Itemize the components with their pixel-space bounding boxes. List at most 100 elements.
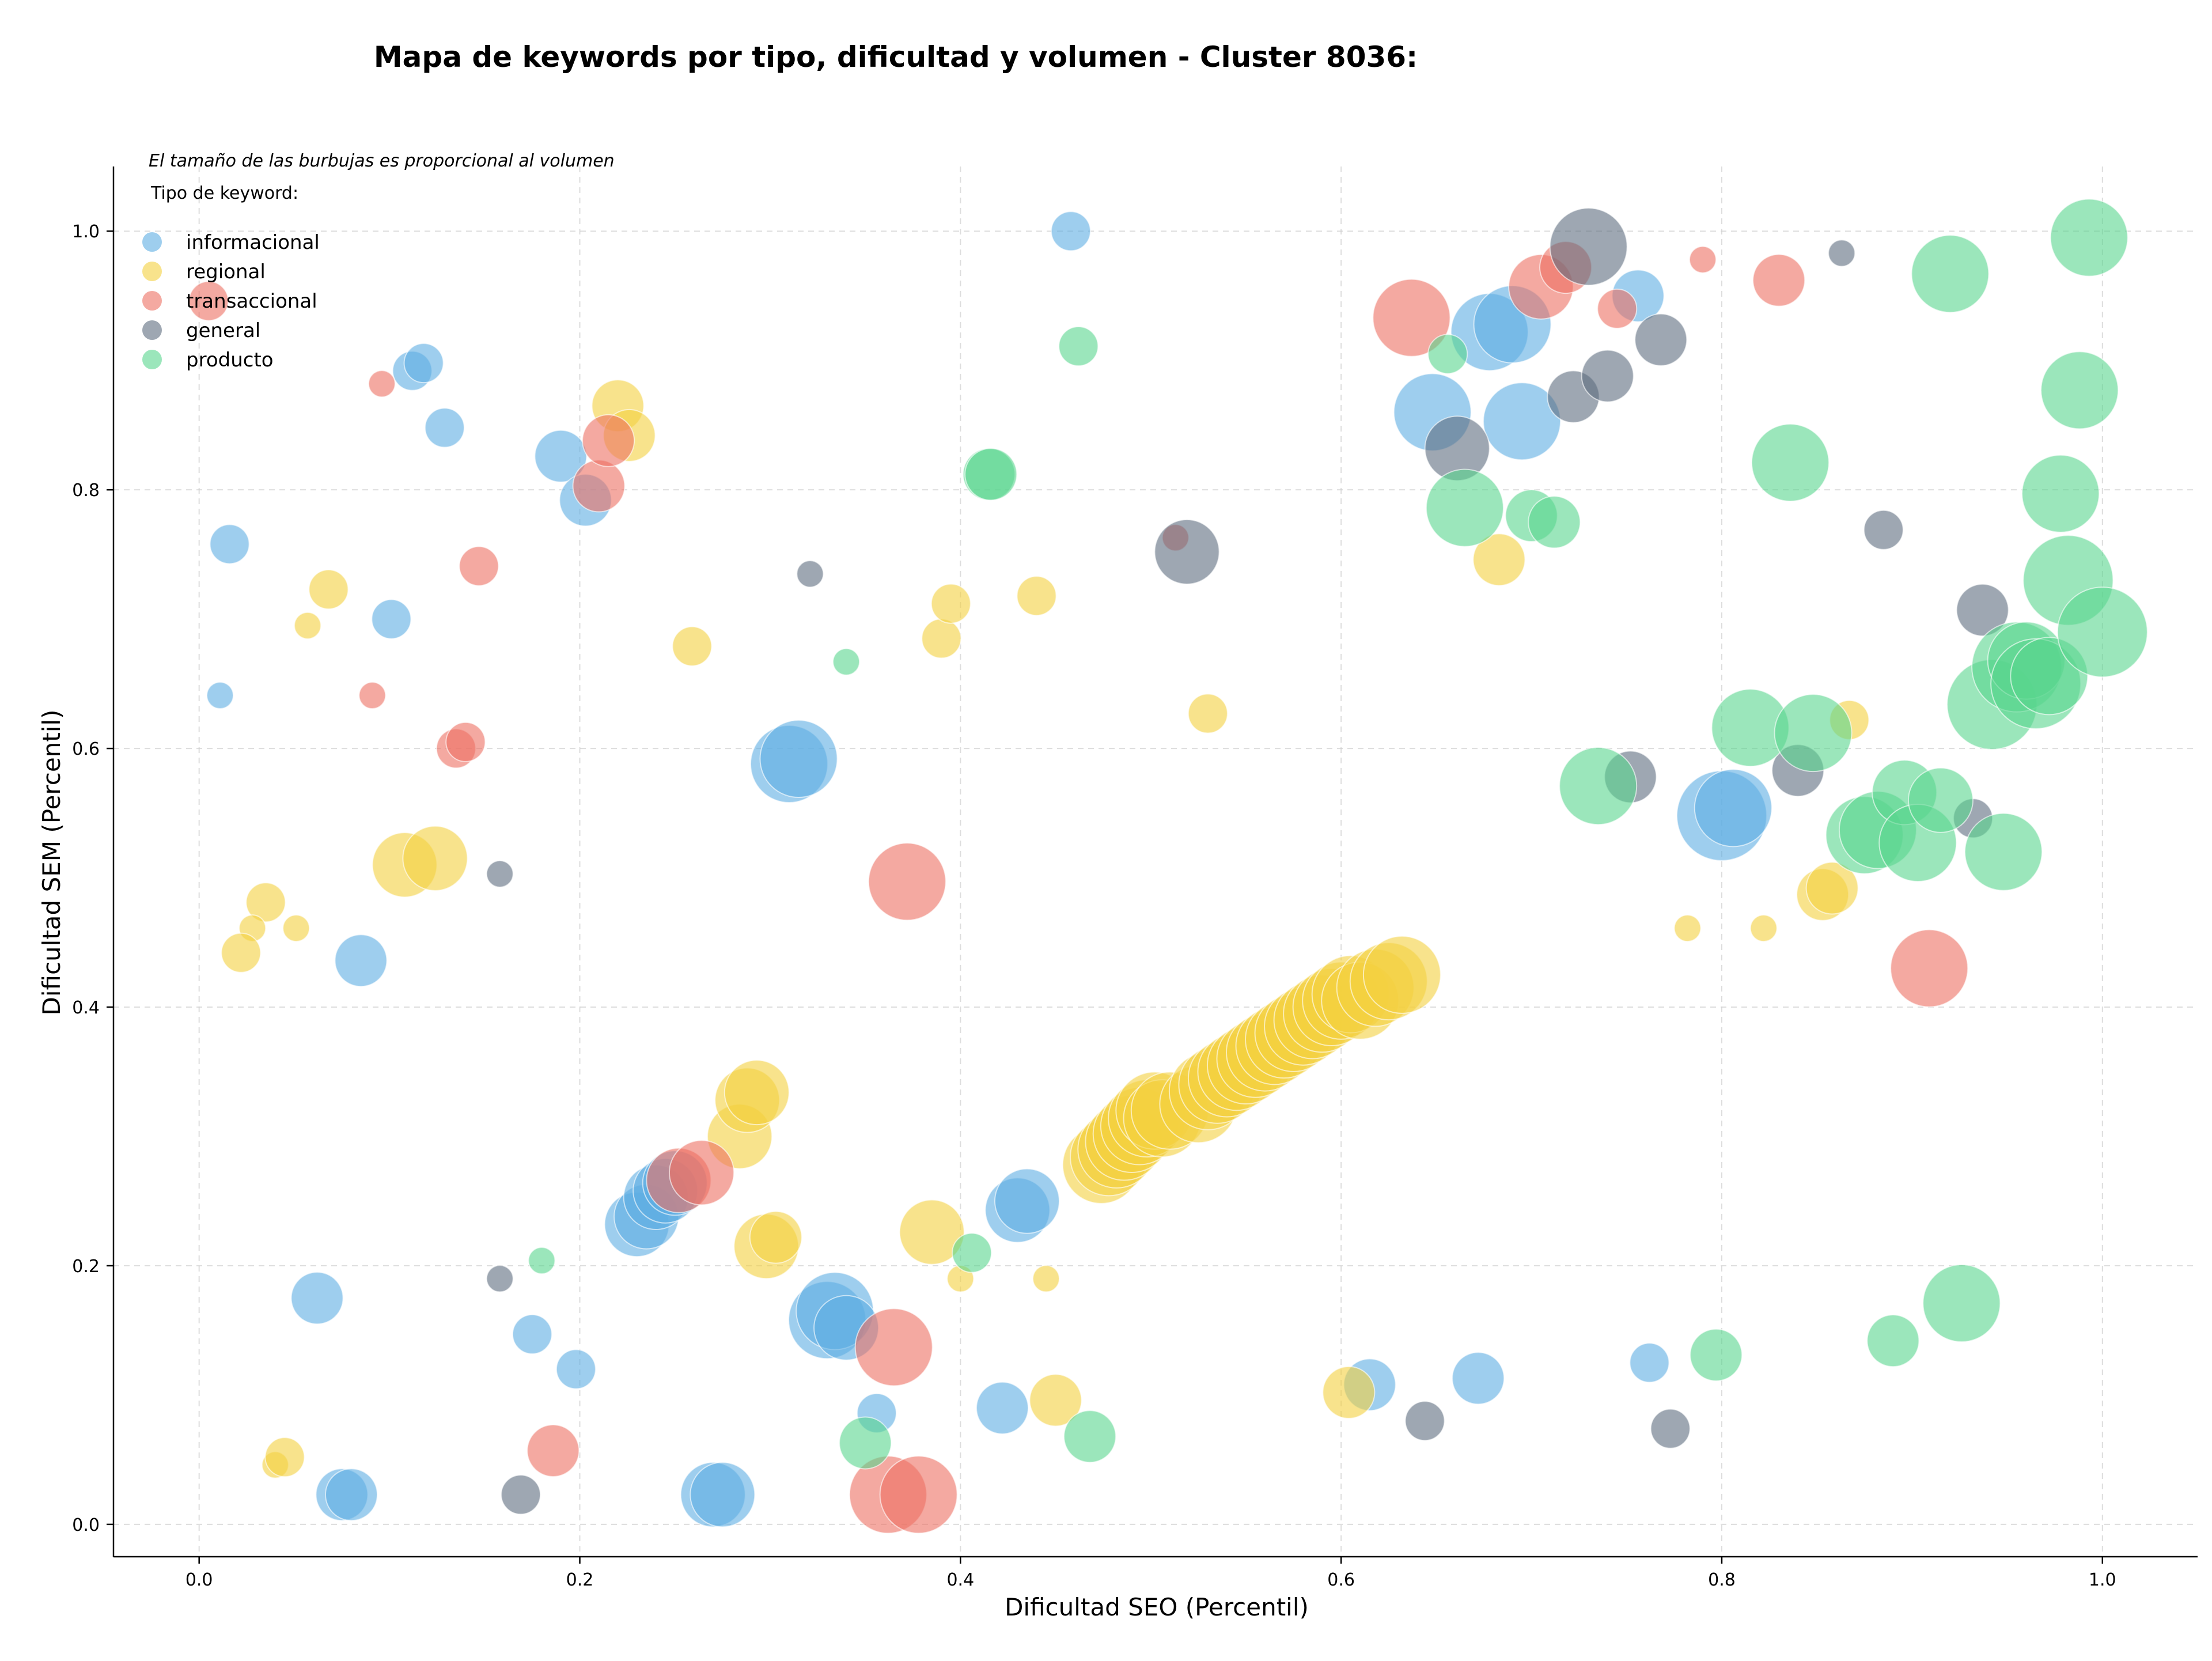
chart-title: Mapa de keywords por tipo, dificultad y … [374, 40, 1418, 74]
bubble-producto [1964, 812, 2043, 891]
legend-title: Tipo de keyword: [150, 183, 298, 203]
y-tick-label: 1.0 [72, 222, 100, 242]
bubble-transaccional [358, 682, 387, 710]
y-tick-label: 0.8 [72, 480, 100, 501]
bubble-size-note: El tamaño de las burbujas es proporciona… [149, 151, 615, 171]
bubble-informacional [206, 682, 234, 710]
bubble-regional [1749, 914, 1778, 943]
bubble-regional [930, 583, 971, 624]
bubble-informacional [1483, 382, 1562, 461]
bubble-regional [1472, 533, 1526, 587]
x-tick-label: 0.6 [1327, 1570, 1355, 1590]
bubble-general [1581, 349, 1634, 403]
bubble-producto [832, 648, 861, 676]
y-tick-label: 0.6 [72, 739, 100, 759]
bubble-transaccional [188, 281, 229, 321]
x-tick-label: 0.0 [185, 1570, 213, 1590]
bubble-transaccional [572, 459, 626, 513]
bubble-transaccional [1688, 245, 1717, 274]
x-tick-label: 0.4 [946, 1570, 974, 1590]
bubble-informacional [555, 1349, 596, 1390]
bubble-producto [1866, 1314, 1920, 1368]
bubble-regional [402, 825, 468, 891]
legend-marker-regional [142, 262, 162, 281]
bubble-informacional [371, 599, 412, 640]
legend-label-transaccional: transaccional [186, 290, 317, 313]
legend-label-general: general [186, 319, 260, 342]
x-tick-label: 0.8 [1708, 1570, 1736, 1590]
bubble-producto [1559, 747, 1638, 826]
bubble-transaccional [527, 1424, 580, 1477]
bubble-producto [1911, 234, 1990, 313]
bubble-regional [1029, 1374, 1082, 1427]
bubble-producto [1058, 326, 1099, 367]
bubble-transaccional [1372, 278, 1451, 357]
bubble-regional [1362, 935, 1441, 1014]
x-tick-label: 0.2 [566, 1570, 594, 1590]
bubble-informacional [976, 1381, 1029, 1435]
bubble-informacional [534, 429, 588, 483]
bubble-informacional [994, 1168, 1060, 1234]
bubble-producto [1751, 423, 1830, 502]
bubble-regional [899, 1199, 965, 1265]
bubble-general [1863, 509, 1904, 550]
bubble-producto [1907, 767, 1974, 833]
bubble-regional [1016, 576, 1057, 616]
bubble-producto [1528, 495, 1581, 549]
axes: 0.0 0.2 0.4 0.6 0.8 1.0 0.0 0.2 0.4 0.6 0.8 1.0 [72, 167, 2198, 1590]
bubble-informacional [209, 524, 250, 565]
bubble-general [796, 560, 824, 588]
bubble-producto [952, 1232, 993, 1273]
bubble-regional [1322, 1365, 1376, 1419]
bubble-general [1404, 1401, 1445, 1441]
bubble-regional [724, 1060, 790, 1126]
bubble-general [486, 860, 514, 888]
bubble-general [486, 1265, 514, 1293]
bubble-producto [1922, 1264, 2001, 1343]
bubble-producto [839, 1416, 892, 1470]
legend-marker-producto [142, 350, 162, 369]
bubble-general [1828, 239, 1856, 267]
bubble-informacional [424, 407, 465, 448]
bubble-informacional [334, 934, 388, 987]
bubble-transaccional [582, 414, 635, 467]
bubble-regional [1032, 1265, 1060, 1293]
y-tick-label: 0.2 [72, 1257, 100, 1277]
bubble-regional [921, 618, 962, 659]
bubble-producto [964, 448, 1018, 501]
bubble-general [1634, 313, 1688, 366]
bubble-informacional [690, 1462, 756, 1528]
bubble-informacional [325, 1468, 378, 1522]
bubble-regional [282, 914, 310, 943]
bubble-transaccional [1597, 288, 1638, 329]
bubble-producto [2040, 351, 2119, 430]
y-axis-label: Dificultad SEM (Percentil) [37, 710, 66, 1016]
bubble-transaccional [1890, 929, 1969, 1008]
x-tick-label: 1.0 [2089, 1570, 2116, 1590]
legend-label-producto: producto [186, 349, 274, 372]
bubble-transaccional [368, 370, 396, 398]
legend-marker-general [142, 320, 162, 340]
bubble-regional [672, 626, 713, 667]
bubble-transaccional [879, 1455, 958, 1534]
bubble-producto [1063, 1410, 1117, 1463]
bubble-producto [2021, 454, 2100, 533]
bubble-regional [308, 569, 349, 610]
bubble-general [501, 1474, 541, 1515]
grid [113, 167, 2198, 1557]
legend-marker-informacional [142, 232, 162, 252]
bubble-informacional [759, 720, 838, 799]
bubble-regional [221, 932, 262, 973]
bubble-general [1549, 207, 1628, 286]
bubble-producto [2050, 198, 2128, 277]
bubble-transaccional [868, 842, 946, 921]
bubble-regional [749, 1210, 802, 1264]
bubble-informacional [1629, 1342, 1670, 1383]
bubble-regional [1673, 914, 1702, 943]
bubble-informacional [403, 343, 444, 384]
bubble-informacional [290, 1272, 344, 1325]
bubble-regional [245, 882, 286, 923]
bubble-layer [188, 198, 2148, 1534]
bubble-general [1956, 583, 2009, 637]
